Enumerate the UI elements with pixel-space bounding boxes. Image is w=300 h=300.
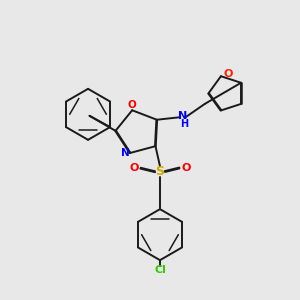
Text: O: O: [224, 69, 233, 79]
Text: O: O: [129, 163, 139, 173]
Text: S: S: [155, 165, 164, 178]
Text: O: O: [128, 100, 136, 110]
Text: N: N: [178, 111, 187, 121]
Text: H: H: [180, 119, 188, 129]
Text: O: O: [182, 163, 191, 173]
Text: Cl: Cl: [154, 265, 166, 275]
Text: N: N: [121, 148, 130, 158]
